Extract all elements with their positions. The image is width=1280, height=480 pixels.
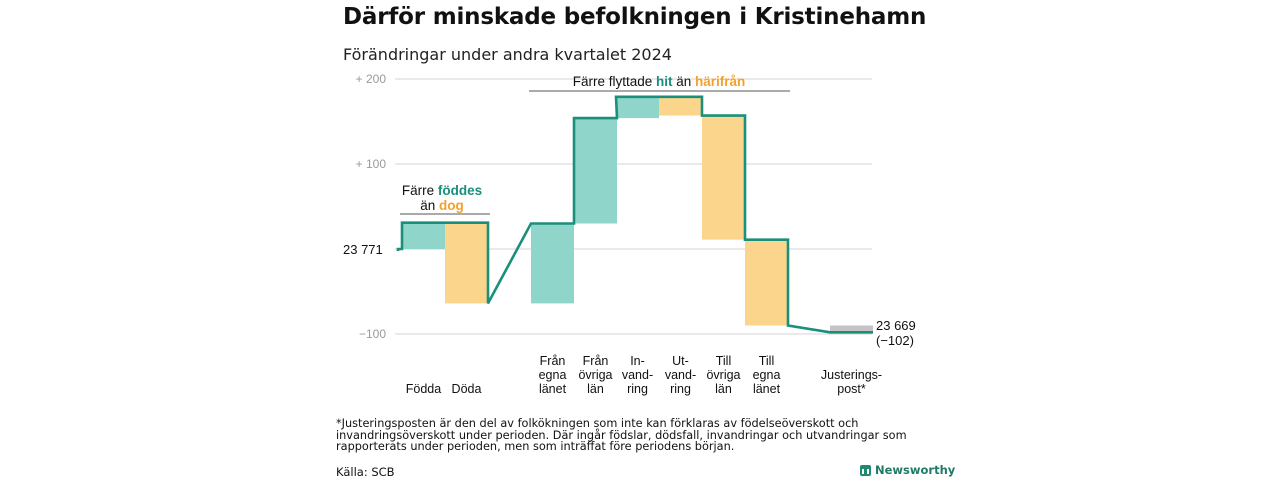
bar-0 (402, 222, 445, 249)
x-category-label: Födda (406, 382, 441, 396)
bar-6 (702, 115, 745, 240)
waterfall-step-line (396, 95, 873, 334)
x-category-label: övriga (578, 368, 612, 382)
x-category-label: In- (630, 354, 645, 368)
x-category-label: Från (540, 354, 566, 368)
x-category-label: länet (539, 382, 567, 396)
x-category-label: egna (753, 368, 781, 382)
bar-8 (830, 325, 873, 333)
x-category-label: län (715, 382, 732, 396)
brand-name: Newsworthy (875, 463, 956, 477)
newsworthy-logo-icon (860, 464, 871, 476)
start-value-label: 23 771 (343, 242, 383, 257)
x-category-label: ring (627, 382, 648, 396)
bar-1 (445, 222, 488, 304)
annotation-births-line1: Färre föddes (402, 183, 482, 198)
chart-title: Därför minskade befolkningen i Kristineh… (343, 4, 927, 30)
x-category-label: vand- (665, 368, 696, 382)
chart-subtitle: Förändringar under andra kvartalet 2024 (343, 45, 672, 64)
source-label: Källa: SCB (336, 465, 395, 479)
x-category-label: egna (539, 368, 567, 382)
x-category-label: post* (837, 382, 866, 396)
x-category-label: länet (753, 382, 781, 396)
x-category-label: Döda (452, 382, 482, 396)
x-category-label: ring (670, 382, 691, 396)
bar-4 (616, 96, 659, 119)
bar-2 (531, 223, 574, 304)
bar-7 (745, 239, 788, 326)
y-tick-label: + 200 (356, 72, 387, 86)
footnote: *Justeringsposten är den del av folkökni… (336, 417, 907, 453)
x-category-label: övriga (706, 368, 740, 382)
bar-5 (659, 96, 702, 116)
annotation-moves: Färre flyttade hit än härifrån (573, 74, 746, 89)
x-category-label: vand- (622, 368, 653, 382)
waterfall-chart: + 200 + 100 −100 23 771 23 669(−102) Födda Död… (343, 72, 916, 396)
x-category-label: Till (716, 354, 732, 368)
end-change-label: (−102) (876, 333, 914, 348)
bar-3 (574, 118, 617, 224)
x-category-label: Till (759, 354, 775, 368)
x-category-label: län (587, 382, 604, 396)
y-tick-label: + 100 (356, 157, 387, 171)
y-tick-label: −100 (359, 327, 386, 341)
x-category-label: Ut- (672, 354, 689, 368)
brand: Newsworthy (860, 463, 955, 477)
x-category-label: Från (583, 354, 609, 368)
x-category-label: Justerings- (821, 368, 882, 382)
end-value-label: 23 669 (876, 318, 916, 333)
annotation-births-line2: än dog (420, 198, 464, 213)
